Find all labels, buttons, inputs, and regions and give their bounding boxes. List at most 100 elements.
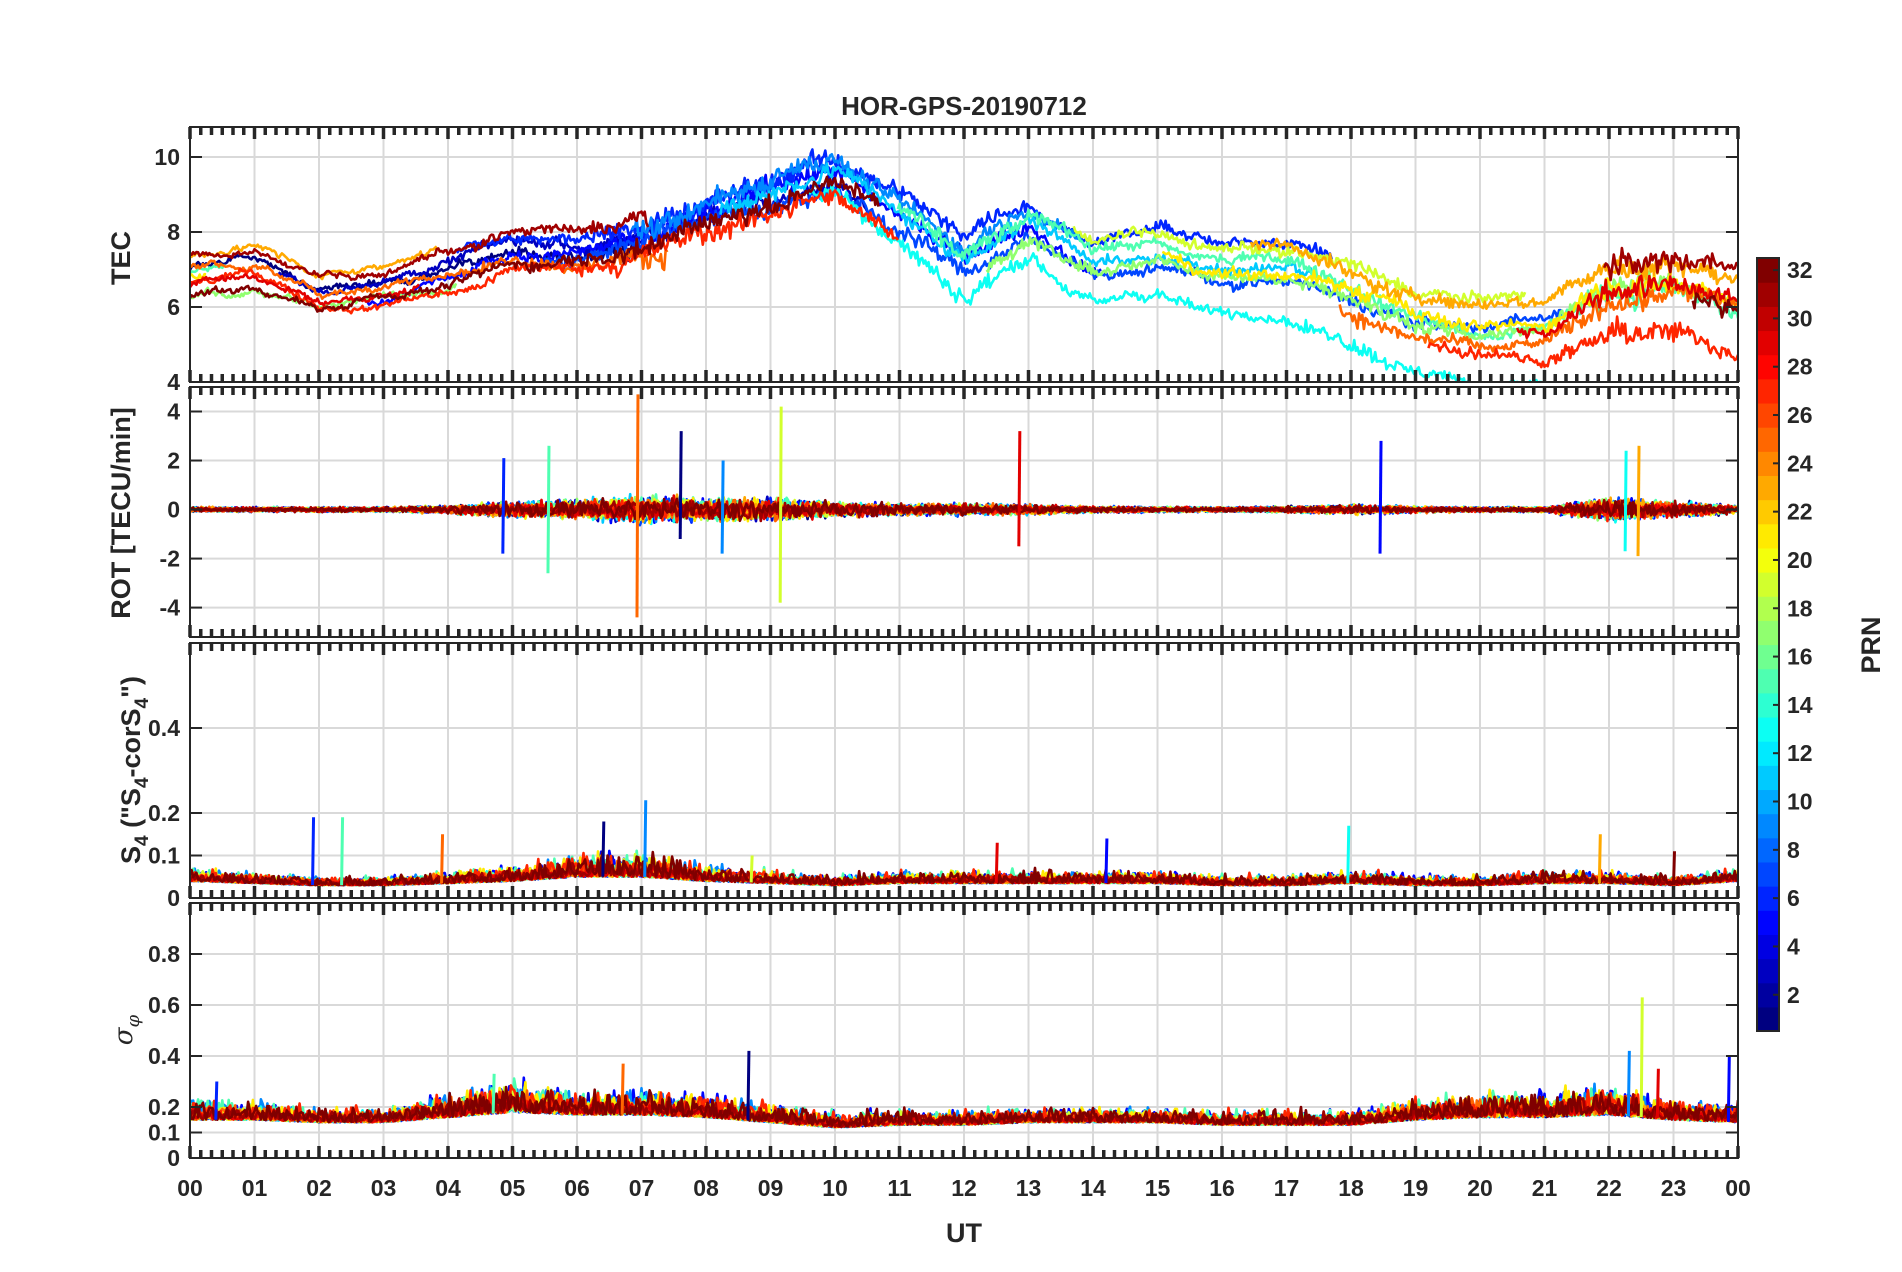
x-tick-label: 18 [1338,1175,1364,1201]
data-spike [501,458,506,554]
colorbar-tick-label: 10 [1787,789,1813,815]
series-prn-32 [1691,292,1738,319]
x-tick-label: 23 [1661,1175,1687,1201]
colorbar-box [1756,257,1780,1032]
colorbar-swatch [1757,958,1779,984]
colorbar-swatch [1757,475,1779,501]
y-tick-label: 4 [167,369,180,395]
data-spike [491,1073,496,1114]
data-spike [340,817,345,886]
data-spike [1639,997,1644,1118]
x-tick-label: 02 [306,1175,332,1201]
colorbar-tick-label: 30 [1787,305,1813,331]
data-spike [720,460,725,554]
colorbar-swatch [1757,378,1779,404]
colorbar-swatch [1757,499,1779,525]
x-axis-label: UT [946,1218,982,1248]
data-spike [1672,851,1676,886]
data-spike [601,821,606,877]
x-tick-label: 10 [822,1175,848,1201]
y-tick-label: 0.8 [148,941,180,967]
x-tick-label: 22 [1596,1175,1622,1201]
colorbar-tick-label: 28 [1787,354,1813,380]
colorbar-tick-label: 16 [1787,644,1813,670]
y-axis-label-part: 4 [132,777,153,788]
y-axis-label-part: 4 [132,697,153,708]
y-axis-label: σφ [109,1014,144,1045]
series-prn-6 [454,148,1333,260]
colorbar-swatch [1757,354,1779,380]
colorbar-tick-label: 24 [1787,450,1813,476]
colorbar-tick-label: 18 [1787,595,1813,621]
data-spike [1726,1055,1731,1122]
colorbar-swatch [1757,982,1779,1008]
y-tick-label: 4 [167,399,180,425]
colorbar-tick-label: 14 [1787,692,1813,718]
x-tick-label: 06 [564,1175,590,1201]
colorbar-swatch [1757,934,1779,960]
colorbar-swatch [1757,306,1779,332]
y-axis-label: S4 ("S4-corS4") [116,676,153,864]
y-axis-label: TEC [106,231,136,285]
x-tick-label: 00 [1725,1175,1751,1201]
x-tick-label: 17 [1274,1175,1300,1201]
series-prn-27 [190,189,899,315]
x-tick-label: 04 [435,1175,461,1201]
series-prn-31 [190,210,650,282]
y-tick-label: -2 [160,546,180,572]
panel-2: -4 -2 0 2 4 ROT [TECU/min] [106,386,1740,638]
data-spike [1378,440,1383,554]
colorbar-swatch [1757,572,1779,597]
x-tick-label: 07 [629,1175,655,1201]
colorbar-swatch [1757,910,1779,935]
data-spike [1104,838,1109,884]
y-tick-label: 0 [167,885,180,911]
series-prn-32 [190,496,1738,523]
series-group [190,394,1738,618]
y-axis-label-part: -corS [116,708,146,777]
colorbar-swatch [1757,886,1779,911]
series-prn-13 [808,182,1543,382]
data-spike [1623,450,1628,552]
data-spike [620,1063,625,1115]
colorbar-swatch [1757,1006,1779,1032]
y-tick-label: 0.1 [148,1120,180,1146]
x-tick-label: 08 [693,1175,719,1201]
x-tick-label: 05 [500,1175,526,1201]
x-tick-label: 03 [371,1175,397,1201]
y-tick-label: 0.4 [148,715,180,741]
colorbar-swatch [1757,741,1779,766]
y-tick-label: 0.2 [148,1094,180,1120]
data-spike [749,855,754,883]
y-axis-label: ROT [TECU/min] [106,407,136,618]
data-spike [1636,445,1641,557]
y-axis-label-part: φ [123,1014,144,1027]
data-spike [678,431,683,539]
panel-3: 00.10.20.4S4 ("S4-corS4") [116,642,1740,911]
colorbar-swatch [1757,716,1779,742]
data-spike [643,800,648,877]
data-spike [1626,1050,1631,1117]
colorbar-swatch [1757,282,1779,307]
series-prn-31 [1602,246,1738,282]
colorbar-swatch [1757,547,1779,573]
colorbar-tick-label: 26 [1787,402,1813,428]
colorbar-swatch [1757,451,1779,477]
panel-4: 00.10.2 0.4 0.6 0.8 σφ [109,902,1740,1171]
colorbar-swatch [1757,861,1779,887]
y-tick-label: 0 [167,1145,180,1171]
data-spike [1597,834,1602,884]
data-spike [214,1081,219,1120]
colorbar-swatch [1757,330,1779,356]
colorbar-swatch [1757,523,1779,549]
y-tick-label: 6 [167,294,180,320]
data-spike [1655,1068,1660,1119]
y-axis-label-part: ") [116,676,146,698]
colorbar-swatch [1757,789,1779,815]
x-tick-label: 09 [758,1175,784,1201]
colorbar-tick-label: 22 [1787,499,1813,525]
x-tick-label: 01 [242,1175,268,1201]
y-tick-label: 8 [167,219,180,245]
colorbar-tick-label: 20 [1787,547,1813,573]
x-tick-label: 20 [1467,1175,1493,1201]
